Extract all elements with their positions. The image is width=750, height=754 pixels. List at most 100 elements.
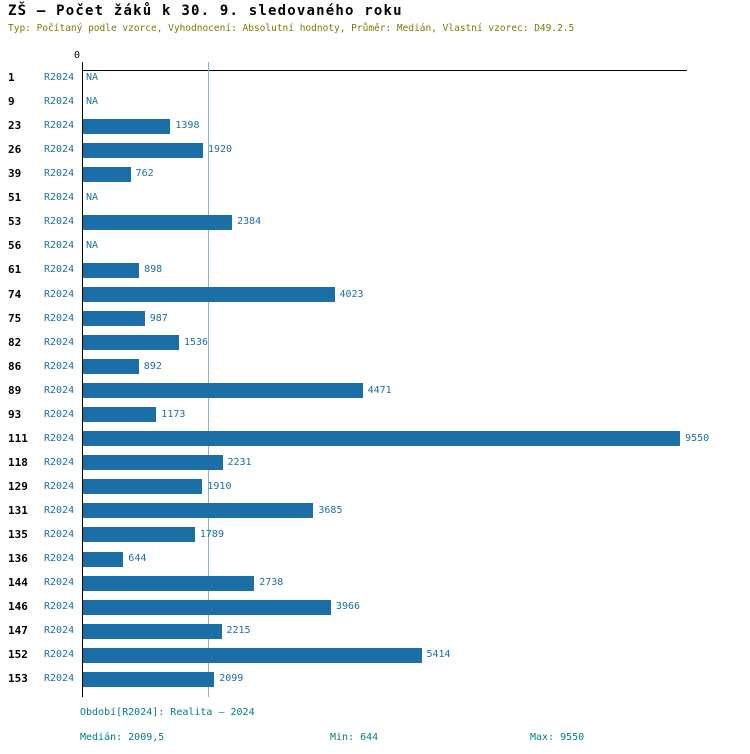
category-label: 9: [8, 95, 15, 109]
category-label: 147: [8, 624, 28, 638]
series-label: R2024: [44, 240, 75, 252]
category-label: 111: [8, 431, 28, 445]
chart-row: 9 R2024 NA: [0, 90, 750, 114]
value-label: 1789: [199, 528, 224, 540]
chart-row: 74 R2024 4023: [0, 283, 750, 307]
footer-median-stat: Medián: 2009,5: [80, 732, 165, 743]
value-bar: [83, 575, 255, 591]
category-label: 82: [8, 335, 22, 349]
series-label: R2024: [44, 312, 75, 324]
value-bar: [83, 335, 179, 351]
value-label: 987: [149, 312, 168, 324]
series-label: R2024: [44, 360, 75, 372]
category-label: 53: [8, 215, 22, 229]
chart-row: 111 R2024 9550: [0, 427, 750, 451]
chart-row: 1 R2024 NA: [0, 66, 750, 90]
value-label: 2231: [227, 456, 252, 468]
value-bar: [83, 166, 131, 182]
series-label: R2024: [44, 216, 75, 228]
chart-row: 53 R2024 2384: [0, 210, 750, 234]
chart-row: 153 R2024 2099: [0, 667, 750, 691]
value-label: 1920: [208, 144, 233, 156]
footer-min-stat: Min: 644: [330, 732, 379, 743]
value-label: 1173: [161, 408, 186, 420]
value-label: 892: [143, 360, 162, 372]
na-value-label: NA: [86, 96, 99, 108]
series-label: R2024: [44, 528, 75, 540]
value-bar: [83, 214, 233, 230]
value-bar: [83, 118, 171, 134]
chart-row: 129 R2024 1910: [0, 475, 750, 499]
series-label: R2024: [44, 673, 75, 685]
chart-row: 144 R2024 2738: [0, 571, 750, 595]
category-label: 86: [8, 359, 22, 373]
value-bar: [83, 262, 140, 278]
category-label: 136: [8, 552, 28, 565]
series-label: R2024: [44, 264, 75, 276]
series-label: R2024: [44, 601, 75, 613]
category-label: 39: [8, 167, 22, 181]
chart-row: 51 R2024 NA: [0, 186, 750, 210]
value-label: 2215: [226, 625, 251, 637]
value-bar: [83, 503, 314, 519]
series-label: R2024: [44, 577, 75, 589]
series-label: R2024: [44, 408, 75, 420]
value-bar: [83, 311, 145, 326]
series-label: R2024: [44, 504, 75, 516]
footer-period: Období[R2024]: Realita – 2024: [80, 707, 255, 718]
value-bar: [83, 527, 195, 543]
value-bar: [83, 551, 124, 567]
series-label: R2024: [44, 456, 75, 468]
value-label: 644: [128, 553, 147, 564]
value-bar: [83, 671, 215, 687]
y-axis-line: [82, 62, 83, 697]
category-label: 118: [8, 455, 28, 469]
x-axis-zero-tick-label: 0: [73, 50, 80, 61]
chart-row: 61 R2024 898: [0, 258, 750, 282]
chart-title: ZŠ – Počet žáků k 30. 9. sledovaného rok…: [8, 3, 403, 19]
category-label: 146: [8, 600, 28, 614]
value-label: 9550: [685, 432, 710, 444]
chart-row: 135 R2024 1789: [0, 523, 750, 547]
value-label: 4023: [339, 288, 364, 300]
median-gridline: [207, 62, 209, 697]
series-label: R2024: [44, 288, 75, 300]
chart-row: 118 R2024 2231: [0, 451, 750, 475]
value-label: 2384: [237, 216, 262, 228]
value-label: 1910: [207, 480, 232, 492]
chart-row: 39 R2024 762: [0, 162, 750, 186]
category-label: 51: [8, 191, 22, 205]
chart-row: 75 R2024 987: [0, 307, 750, 331]
category-label: 75: [8, 311, 22, 325]
series-label: R2024: [44, 168, 75, 180]
value-label: 4471: [367, 384, 392, 396]
value-label: 762: [135, 168, 154, 180]
category-label: 1: [8, 71, 15, 84]
chart-row: 89 R2024 4471: [0, 379, 750, 403]
value-bar: [83, 407, 157, 423]
value-label: 3685: [318, 504, 343, 516]
chart-subtitle: Typ: Počítaný podle vzorce, Vyhodnocení:…: [8, 23, 575, 34]
chart-row: 147 R2024 2215: [0, 619, 750, 643]
chart-row: 152 R2024 5414: [0, 643, 750, 667]
chart-row: 23 R2024 1398: [0, 114, 750, 138]
series-label: R2024: [44, 144, 75, 156]
chart-row: 26 R2024 1920: [0, 138, 750, 162]
value-label: 3966: [336, 601, 361, 613]
value-bar: [83, 383, 363, 399]
na-value-label: NA: [86, 240, 99, 252]
value-label: 2099: [219, 673, 244, 685]
value-label: 1536: [184, 336, 209, 348]
footer-max-stat: Max: 9550: [530, 732, 585, 743]
value-bar: [83, 287, 335, 302]
category-label: 153: [8, 672, 28, 686]
series-label: R2024: [44, 96, 75, 108]
value-bar: [83, 623, 222, 639]
chart-row: 82 R2024 1536: [0, 331, 750, 355]
value-label: 898: [144, 264, 163, 276]
category-label: 56: [8, 239, 22, 253]
series-label: R2024: [44, 192, 75, 204]
category-label: 152: [8, 648, 28, 662]
series-label: R2024: [44, 649, 75, 661]
chart-row: 86 R2024 892: [0, 355, 750, 379]
